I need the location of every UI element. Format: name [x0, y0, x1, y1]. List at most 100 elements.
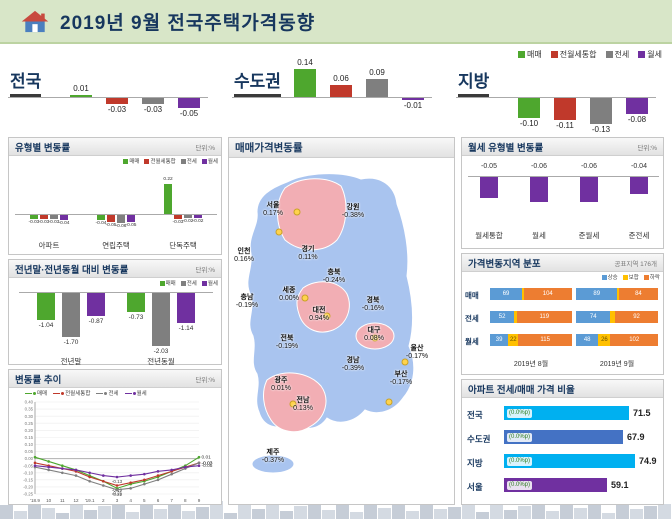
data-point: [47, 468, 50, 472]
y-tick-label: 0.05: [25, 449, 34, 454]
segment-value: 115: [540, 337, 550, 343]
value-annotation: -0.05: [202, 463, 213, 469]
building-silhouette: [658, 504, 671, 519]
region-name: 제주: [266, 449, 280, 456]
bar-value: -0.08: [627, 115, 647, 124]
region-value: -0.19%: [275, 343, 299, 350]
page-title: 2019년 9월 전국주택가격동향: [60, 12, 316, 34]
stacked-segment: [576, 311, 611, 323]
legend-line: [124, 392, 132, 394]
legend-item: 매매: [159, 279, 176, 287]
y-tick-label: 0.00: [25, 456, 34, 461]
legend-swatch: [159, 280, 165, 286]
panel-region-distribution: 가격변동지역 분포 공표지역 176개 상승 보합 하락 매매 69 104 89 84 전세 5…: [461, 253, 664, 375]
region-value: 0.08%: [364, 335, 384, 342]
region-value: 0.00%: [279, 295, 299, 302]
category-label: 아파트: [38, 241, 60, 250]
yoy-change-chart: 매매 전세 월세 -1.04 -1.70 -0.87 전년말 -0.73 -2.03 -1.14 전…: [9, 278, 221, 366]
building-silhouette: [616, 501, 629, 519]
regional-summary-charts: 전국 0.01 -0.03 -0.03 -0.05 수도권 0.14 0.06 0.09 -0.0…: [8, 57, 664, 134]
bar: [97, 215, 105, 220]
y-tick-label: 0.15: [25, 435, 34, 440]
bar-value: 74.9: [639, 456, 657, 466]
unit-label: 단위:%: [195, 376, 215, 384]
data-point: [61, 467, 64, 470]
map-region-label: 충남 -0.19%: [236, 294, 258, 310]
data-point: [197, 461, 201, 465]
row-label: 수도권: [467, 434, 491, 444]
map-region-label: 세종 0.00%: [279, 287, 299, 303]
panel-title: 월세 유형별 변동률: [468, 142, 544, 154]
change-badge: (0.0%p): [507, 457, 533, 466]
legend-item: 전세: [180, 157, 197, 165]
unit-label: 단위:%: [195, 266, 215, 274]
region-value: 0.13%: [293, 405, 313, 412]
region-value: -0.37%: [261, 457, 285, 464]
legend-item: 상승: [601, 273, 618, 281]
bar-value: 67.9: [627, 432, 645, 442]
bar-value: -0.04: [95, 221, 107, 226]
map-region-label: 전남 0.13%: [293, 397, 313, 413]
stacked-segment: [490, 288, 523, 300]
city-marker: [323, 312, 331, 320]
x-tick-label: 7: [170, 498, 173, 503]
legend-swatch: [638, 51, 646, 58]
y-tick-label: -0.10: [23, 470, 33, 475]
building-silhouette: [210, 501, 223, 519]
segment-value: 84: [635, 291, 642, 297]
legend-swatch: [643, 274, 649, 280]
panel-title: 전년말·전년동월 대비 변동률: [15, 264, 129, 276]
data-point: [47, 465, 50, 469]
building-silhouette: [518, 506, 531, 519]
building-silhouette: [336, 504, 349, 519]
region-name: 세종: [282, 287, 296, 294]
building-silhouette: [392, 505, 405, 519]
panel-header: 매매가격변동률: [229, 138, 454, 158]
axis-line: [232, 97, 432, 98]
panel-rent-type: 월세 유형별 변동률 단위:% -0.05 월세통합 -0.06 월세 -0.06 준월세…: [461, 137, 664, 249]
building-silhouette: [168, 502, 181, 519]
header-bar: 2019년 9월 전국주택가격동향: [0, 0, 672, 44]
bar-value: -1.14: [178, 325, 194, 332]
panel-yoy-change: 전년말·전년동월 대비 변동률 단위:% 매매 전세 월세 -1.04 -1.70 -0.…: [8, 259, 222, 366]
region-name: 부산: [394, 371, 408, 378]
bar: [626, 98, 648, 114]
map-region-label: 대구 0.08%: [364, 327, 384, 343]
row-label: 매매: [465, 291, 479, 300]
data-point: [129, 481, 132, 484]
data-point: [33, 464, 37, 467]
bar-value: 0.09: [369, 68, 385, 77]
map-region-labels: 서울 0.17% 강원 -0.38% 인천 0.16% 경기 0.11% 충북 -0.24% 세종 0…: [229, 166, 456, 496]
jeju-island: [251, 454, 295, 474]
x-tick-label: 5: [143, 498, 146, 503]
category-label: 월세통합: [475, 231, 503, 240]
region-name: 강원: [346, 204, 360, 211]
segment-value: 48: [583, 337, 591, 343]
building-silhouette: [266, 503, 279, 519]
region-value: -0.38%: [341, 212, 365, 219]
korea-map: [247, 173, 415, 474]
legend-label: 전세: [186, 281, 197, 287]
region-name: 충북: [327, 269, 341, 276]
panel-sale-price-map: 매매가격변동률 서울: [228, 137, 455, 505]
stacked-segment: [576, 334, 599, 346]
bar-value: -0.73: [128, 314, 144, 321]
bar: [518, 98, 540, 118]
data-point: [74, 474, 78, 477]
data-point: [88, 475, 91, 479]
data-point: [102, 484, 105, 487]
bar-value: 71.5: [633, 408, 651, 418]
data-point: [156, 474, 160, 477]
building-silhouette: [420, 503, 433, 519]
bar-value: -0.06: [581, 163, 597, 170]
map-region-label: 경남 -0.39%: [342, 357, 364, 373]
legend-swatch: [601, 274, 607, 280]
category-label: 전년동월: [147, 357, 175, 366]
category-label: 준월세: [578, 231, 600, 240]
stacked-segment: [518, 334, 572, 346]
data-point: [33, 461, 37, 465]
panel-title: 매매가격변동률: [235, 142, 303, 154]
legend-item: 전월세통합: [550, 49, 597, 60]
x-tick-label: 10: [46, 498, 52, 503]
city-marker: [385, 398, 393, 406]
